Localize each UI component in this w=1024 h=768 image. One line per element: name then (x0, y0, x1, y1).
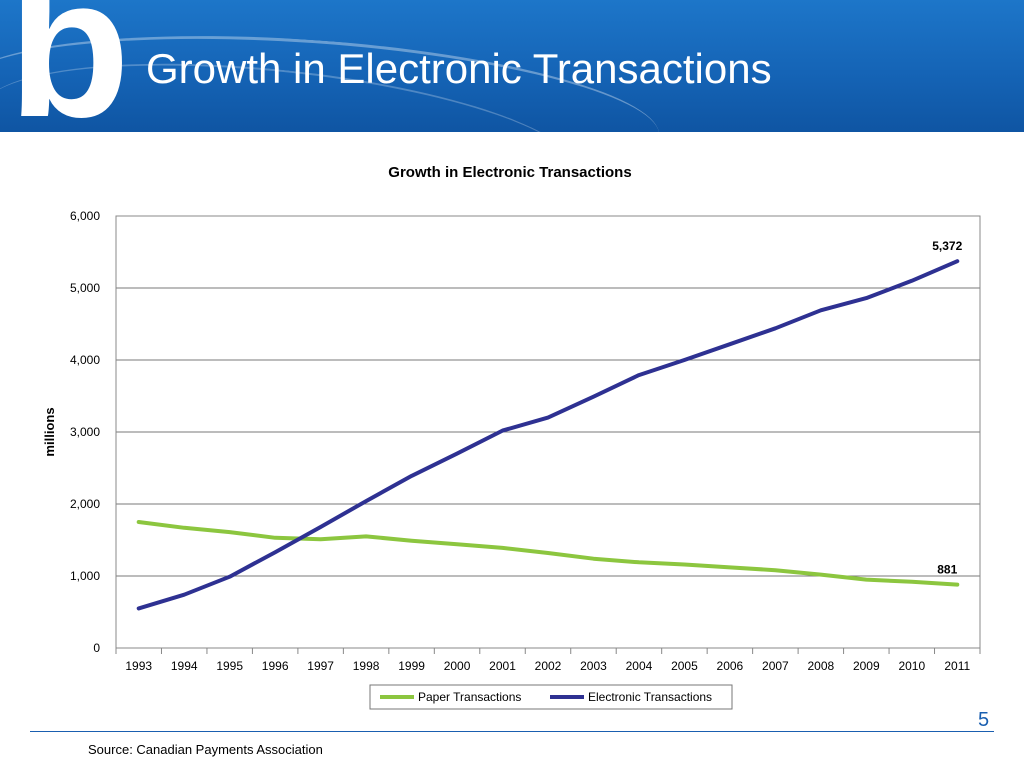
y-tick-label: 6,000 (70, 209, 100, 223)
data-point (955, 259, 959, 263)
data-point (410, 539, 414, 543)
data-point (182, 526, 186, 530)
legend-label: Paper Transactions (418, 690, 521, 704)
end-data-label: 5,372 (932, 239, 962, 253)
line-chart: Growth in Electronic Transactions 0 1,000… (42, 164, 981, 710)
page-number: 5 (978, 709, 990, 731)
data-point (501, 429, 505, 433)
data-point (591, 557, 595, 561)
x-tick-label: 1999 (398, 659, 425, 673)
x-tick-label: 2001 (489, 659, 516, 673)
x-tick-label: 1996 (262, 659, 289, 673)
data-point (637, 373, 641, 377)
x-tick-label: 2008 (807, 659, 834, 673)
data-point (682, 358, 686, 362)
x-tick-label: 2010 (898, 659, 925, 673)
plot-frame (115, 215, 981, 649)
data-point (864, 296, 868, 300)
data-point (228, 575, 232, 579)
data-point (137, 606, 141, 610)
data-point (364, 499, 368, 503)
x-axis-ticks: 1993 1994 1995 1996 1997 1998 1999 2000 2001 2002… (115, 648, 981, 673)
y-tick-label: 2,000 (70, 497, 100, 511)
data-point (637, 560, 641, 564)
x-tick-label: 1993 (125, 659, 152, 673)
footer-divider (30, 731, 994, 732)
data-point (228, 530, 232, 534)
y-tick-label: 1,000 (70, 569, 100, 583)
x-tick-label: 2000 (444, 659, 471, 673)
x-tick-label: 2003 (580, 659, 607, 673)
data-point (273, 536, 277, 540)
data-point (546, 416, 550, 420)
data-point (273, 550, 277, 554)
data-point (182, 593, 186, 597)
data-point (137, 520, 141, 524)
source-note: Source: Canadian Payments Association (88, 742, 323, 757)
x-tick-label: 2006 (717, 659, 744, 673)
data-point (910, 279, 914, 283)
x-tick-label: 1995 (216, 659, 243, 673)
series-layer (136, 259, 960, 611)
x-tick-label: 2004 (626, 659, 653, 673)
x-tick-label: 2009 (853, 659, 880, 673)
y-axis-label: millions (42, 407, 57, 456)
data-point (819, 308, 823, 312)
data-point (728, 565, 732, 569)
data-point (410, 474, 414, 478)
y-tick-label: 5,000 (70, 281, 100, 295)
chart-title: Growth in Electronic Transactions (388, 164, 631, 181)
data-point (455, 452, 459, 456)
y-tick-label: 4,000 (70, 353, 100, 367)
data-point (955, 583, 959, 587)
slide-title: Growth in Electronic Transactions (146, 45, 772, 92)
data-point (773, 326, 777, 330)
data-point (591, 395, 595, 399)
legend: Paper Transactions Electronic Transaction… (369, 684, 733, 710)
data-point (501, 546, 505, 550)
y-tick-label: 3,000 (70, 425, 100, 439)
data-point (773, 568, 777, 572)
end-labels: 881 5,372 (932, 239, 962, 576)
data-point (910, 580, 914, 584)
y-tick-label: 0 (93, 641, 100, 655)
y-axis-ticks: 0 1,000 2,000 3,000 4,000 5,000 6,000 (70, 209, 100, 655)
data-point (728, 342, 732, 346)
x-tick-label: 1998 (353, 659, 380, 673)
data-point (819, 573, 823, 577)
data-point (319, 537, 323, 541)
x-tick-label: 2011 (944, 659, 970, 673)
x-tick-label: 1994 (171, 659, 198, 673)
title-banner: b Growth in Electronic Transactions (0, 0, 1024, 132)
data-point (455, 542, 459, 546)
data-point (546, 551, 550, 555)
x-tick-label: 2005 (671, 659, 698, 673)
end-data-label: 881 (937, 563, 957, 577)
x-tick-label: 2002 (535, 659, 562, 673)
data-point (864, 578, 868, 582)
data-point (319, 525, 323, 529)
series-line (136, 259, 960, 611)
legend-label: Electronic Transactions (588, 690, 712, 704)
data-point (682, 562, 686, 566)
x-tick-label: 1997 (307, 659, 334, 673)
brand-logo: b (8, 0, 131, 132)
data-point (364, 534, 368, 538)
gridlines (116, 215, 980, 649)
x-tick-label: 2007 (762, 659, 789, 673)
